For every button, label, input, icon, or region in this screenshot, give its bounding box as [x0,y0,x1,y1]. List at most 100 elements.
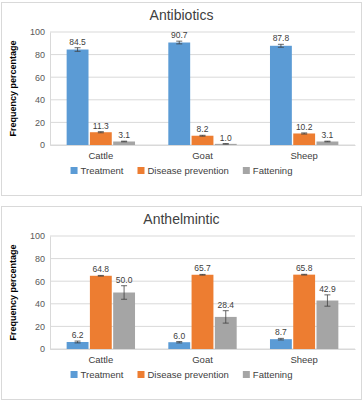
error-bar-cap [301,134,307,135]
data-label: 6.2 [72,330,84,340]
plot-marks [67,41,339,145]
error-bar [121,141,127,143]
legend: TreatmentDisease preventionFattening [71,165,293,176]
error-bar-cap [200,274,206,275]
error-bar-stem [124,286,125,300]
grid [50,236,355,349]
y-tick: 100 [30,27,50,37]
error-bar-cap [324,141,330,142]
legend-item: Disease prevention [138,369,229,380]
x-axis-line [51,145,356,146]
y-tick: 20 [35,322,50,332]
panel-frame [2,3,362,196]
error-bar [200,135,206,137]
error-bar [324,141,330,143]
error-bar-cap [121,299,127,300]
error-bar [75,341,81,343]
error-bar-cap [75,47,81,48]
legend-swatch [243,371,250,378]
data-label: 65.7 [194,263,211,273]
panel-frame [2,207,362,400]
y-tick: 0 [40,344,50,354]
x-tick-label: Sheep [290,354,317,365]
data-label: 6.0 [173,331,185,341]
error-bar-cap [98,275,104,276]
bar [293,275,315,349]
legend-item: Treatment [71,165,124,176]
data-label: 90.7 [171,30,188,40]
legend-swatch [71,371,78,378]
error-bar-cap [200,136,206,137]
data-label: 42.9 [319,284,336,294]
error-bar-cap [200,275,206,276]
data-label: 84.5 [69,37,86,47]
plot-marks [67,274,339,349]
bar [113,293,135,350]
x-axis: CattleGoatSheep [51,145,356,161]
data-label: 3.1 [322,130,334,140]
error-bar [176,342,182,343]
error-bar-cap [223,143,229,144]
legend-swatch [71,167,78,174]
error-bar [75,48,81,52]
error-bar [98,132,104,133]
error-bar-cap [176,41,182,42]
x-axis-line [51,349,356,350]
data-labels: 84.590.787.811.38.210.23.11.03.1 [69,30,333,142]
data-label: 64.8 [93,264,110,274]
grid [50,32,355,145]
bar [270,46,292,145]
x-tick: Cattle [88,145,113,161]
error-bar-stem [225,311,226,323]
bar [316,301,338,349]
y-tick-label: 20 [35,322,45,332]
y-tick-label: 100 [30,27,45,37]
title: Antibiotics [150,7,214,23]
error-bar [301,133,307,134]
legend-label: Treatment [81,165,124,176]
x-tick-label: Sheep [290,150,317,161]
error-bar-cap [200,135,206,136]
panel: Anthelmintic020406080100Frequency percen… [2,207,362,400]
legend-swatch [138,371,145,378]
error-bar [121,286,127,300]
y-tick: 40 [35,299,50,309]
legend-swatch [243,167,250,174]
y-tick-label: 40 [35,299,45,309]
y-tick-label: 80 [35,50,45,60]
y-axis: 0 20 40 60 80 100 [30,27,51,150]
y-tick-label: 0 [40,140,45,150]
data-label: 50.0 [116,275,133,285]
error-bar-cap [301,132,307,133]
error-bar-cap [278,339,284,340]
data-label: 3.1 [118,130,130,140]
y-tick-label: 20 [35,118,45,128]
y-tick: 40 [35,95,50,105]
y-axis-line [50,33,51,146]
grid-line [50,32,355,33]
error-bar-cap [176,43,182,44]
bar [192,275,214,349]
legend-label: Disease prevention [148,165,229,176]
error-bar-stem [280,44,281,47]
x-tick: Sheep [290,145,317,161]
bar [113,141,135,145]
error-bar-cap [278,44,284,45]
error-bar-cap [223,310,229,311]
error-bar-stem [179,41,180,44]
bar [90,276,112,349]
error-bar [324,295,330,306]
bar [192,136,214,145]
y-tick-label: 40 [35,95,45,105]
panel: Antibiotics020406080100Frequency percent… [2,3,362,196]
error-bar [200,274,206,276]
y-tick: 60 [35,73,50,83]
error-bar-cap [98,132,104,133]
y-tick-label: 100 [30,231,45,241]
x-tick: Sheep [290,349,317,365]
error-bar [98,275,104,277]
error-bar-stem [327,295,328,306]
y-tick-label: 60 [35,277,45,287]
grid-line [50,236,355,237]
x-tick: Goat [192,349,213,365]
